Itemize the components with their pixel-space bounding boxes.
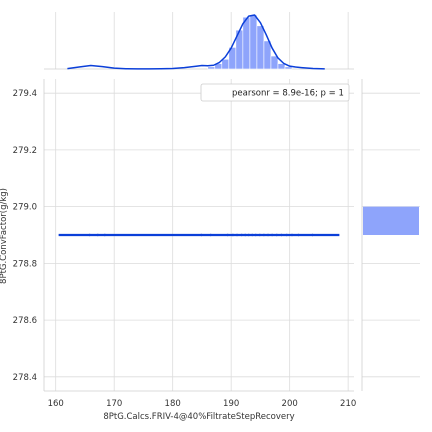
top-marginal-grid (44, 12, 354, 70)
histogram-bar (263, 40, 272, 70)
histogram-bar (249, 14, 258, 70)
histogram-bar (221, 58, 230, 70)
histogram-bar (242, 16, 251, 70)
x-tick-label: 210 (340, 399, 356, 409)
y-tick-label: 278.8 (13, 259, 37, 269)
histogram-bar (363, 206, 419, 235)
histogram-bar (270, 55, 279, 70)
histogram-bar (256, 25, 265, 70)
y-tick-label: 279.4 (13, 89, 37, 99)
top-marginal-histogram (207, 14, 293, 70)
x-tick-label: 180 (165, 399, 181, 409)
x-tick-label: 160 (48, 399, 64, 409)
x-tick-label: 200 (282, 399, 298, 409)
x-axis-label: 8PtG.Calcs.FRIV-4@40%FiltrateStepRecover… (103, 412, 294, 422)
y-axis-label: 8PtG.ConvFactor(g/kg) (0, 188, 9, 284)
legend-box (200, 83, 350, 102)
y-axis-ticks: 278.4 278.6 278.8 279.0 279.2 279.4 (13, 89, 37, 383)
top-marginal-kde (67, 14, 325, 70)
y-tick-label: 279.2 (13, 146, 37, 156)
y-tick-label: 278.4 (13, 373, 37, 383)
x-axis-ticks: 160 170 180 190 200 210 (48, 399, 357, 409)
right-marginal-histogram (363, 206, 419, 235)
y-tick-label: 279.0 (13, 203, 37, 213)
kde-line (67, 14, 325, 70)
histogram-bar (284, 66, 293, 70)
histogram-bar (277, 63, 286, 70)
legend: pearsonr = 8.9e-16; p = 1 (200, 83, 350, 102)
histogram-bar (207, 66, 216, 70)
legend-text: pearsonr = 8.9e-16; p = 1 (232, 89, 344, 99)
x-tick-label: 170 (106, 399, 122, 409)
x-tick-label: 190 (223, 399, 239, 409)
y-tick-label: 278.6 (13, 316, 37, 326)
